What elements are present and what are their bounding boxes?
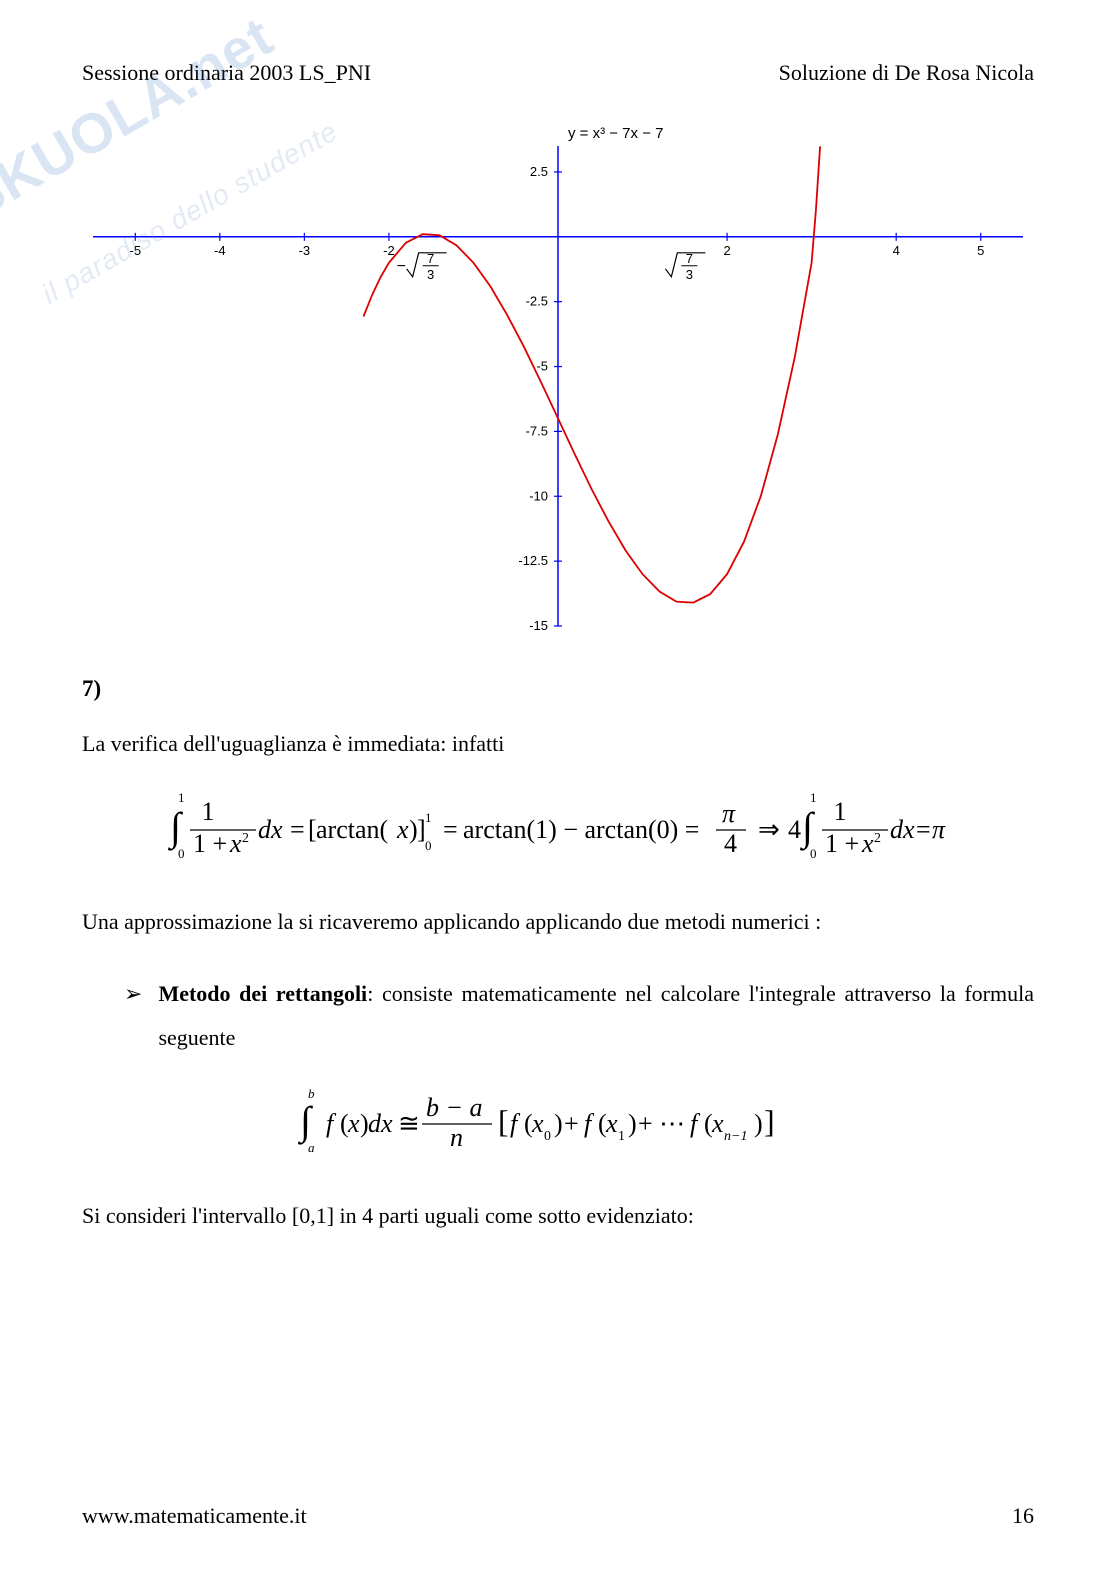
header-right: Soluzione di De Rosa Nicola: [779, 60, 1034, 86]
svg-text:]: ]: [764, 1103, 775, 1139]
svg-text:=: =: [290, 815, 305, 844]
svg-text:+: +: [564, 1109, 579, 1138]
section-7-closing: Si consideri l'intervallo [0,1] in 4 par…: [82, 1194, 1034, 1238]
svg-text:4: 4: [893, 243, 900, 258]
svg-text:⇒: ⇒: [758, 815, 780, 844]
svg-text:2: 2: [723, 243, 730, 258]
svg-text:dx: dx: [368, 1109, 393, 1138]
page-header: Sessione ordinaria 2003 LS_PNI Soluzione…: [82, 60, 1034, 86]
svg-text:+ ⋯: + ⋯: [638, 1109, 685, 1138]
svg-text:1: 1: [202, 797, 215, 826]
integral-formula-1: 1 ∫ 0 1 1 + x 2 dx = [ arctan( x ) ] 1 0…: [82, 790, 1034, 870]
svg-text:f: f: [326, 1109, 337, 1138]
svg-text:): ): [628, 1109, 637, 1138]
svg-text:n−1: n−1: [724, 1129, 747, 1144]
bullet-bold: Metodo dei rettangoli: [158, 981, 367, 1006]
svg-text:2.5: 2.5: [530, 164, 548, 179]
svg-text:π: π: [932, 815, 946, 844]
svg-text:-3: -3: [299, 243, 311, 258]
section-7-after-formula: Una approssimazione la si ricaveremo app…: [82, 900, 1034, 944]
page-footer: www.matematicamente.it 16: [82, 1503, 1034, 1529]
svg-text:-2: -2: [383, 243, 395, 258]
svg-text:x: x: [396, 815, 409, 844]
svg-text:a: a: [308, 1140, 315, 1155]
svg-text:x: x: [347, 1109, 360, 1138]
svg-text:-7.5: -7.5: [526, 423, 548, 438]
svg-text:arctan(: arctan(: [316, 815, 388, 844]
svg-text:1: 1: [618, 1129, 625, 1144]
svg-text:7: 7: [686, 251, 693, 266]
svg-text:1: 1: [178, 790, 185, 805]
footer-site: www.matematicamente.it: [82, 1503, 307, 1529]
svg-text:y = x³ − 7x − 7: y = x³ − 7x − 7: [568, 125, 663, 142]
bullet-text: Metodo dei rettangoli: consiste matemati…: [158, 972, 1034, 1060]
svg-text:x: x: [605, 1109, 618, 1138]
svg-text:-2.5: -2.5: [526, 294, 548, 309]
svg-text:0: 0: [178, 846, 185, 861]
svg-text:dx: dx: [258, 815, 283, 844]
svg-text:5: 5: [977, 243, 984, 258]
svg-text:π: π: [722, 799, 736, 828]
svg-text:∫: ∫: [168, 804, 184, 851]
svg-text:n: n: [450, 1123, 463, 1152]
rectangle-formula: b ∫ a f ( x ) dx ≅ b − a n [ f ( x 0 ) +: [82, 1084, 1034, 1164]
svg-text:): ): [754, 1109, 763, 1138]
svg-text:x: x: [711, 1109, 724, 1138]
svg-text:=: =: [916, 815, 931, 844]
section-7-heading: 7): [82, 676, 1034, 702]
formula-svg-1: 1 ∫ 0 1 1 + x 2 dx = [ arctan( x ) ] 1 0…: [168, 790, 948, 870]
svg-text:-10: -10: [529, 488, 548, 503]
svg-text:1 +: 1 +: [825, 829, 859, 858]
bullet-rectangle-method: ➢ Metodo dei rettangoli: consiste matema…: [124, 972, 1034, 1060]
svg-text:1: 1: [810, 790, 817, 805]
graph-container: -5-4-3-22452.5-2.5-5-7.5-10-12.5-15−7373…: [82, 116, 1034, 636]
cubic-function-graph: -5-4-3-22452.5-2.5-5-7.5-10-12.5-15−7373…: [83, 116, 1033, 636]
svg-text:≅: ≅: [398, 1109, 420, 1138]
svg-text:f: f: [690, 1109, 701, 1138]
svg-text:f: f: [584, 1109, 595, 1138]
svg-text:dx: dx: [890, 815, 915, 844]
svg-text:3: 3: [686, 267, 693, 282]
svg-text:0: 0: [425, 838, 432, 853]
svg-text:=: =: [443, 815, 458, 844]
svg-text:[: [: [498, 1103, 509, 1139]
svg-text:-5: -5: [129, 243, 141, 258]
svg-text:4: 4: [788, 815, 801, 844]
svg-text:-5: -5: [536, 359, 548, 374]
svg-text:0: 0: [810, 846, 817, 861]
svg-text:7: 7: [427, 251, 434, 266]
section-7-intro: La verifica dell'uguaglianza è immediata…: [82, 722, 1034, 766]
bullet-glyph-icon: ➢: [124, 972, 142, 1060]
svg-text:-15: -15: [529, 618, 548, 633]
page: SKUOLA.net il paradiso dello studente Se…: [0, 0, 1116, 1579]
svg-text:4: 4: [724, 829, 737, 858]
svg-text:x: x: [229, 829, 242, 858]
header-left: Sessione ordinaria 2003 LS_PNI: [82, 60, 371, 86]
svg-text:1 +: 1 +: [193, 829, 227, 858]
svg-text:1: 1: [425, 810, 432, 825]
svg-text:x: x: [861, 829, 874, 858]
svg-text:x: x: [531, 1109, 544, 1138]
svg-text:1: 1: [834, 797, 847, 826]
svg-text:2: 2: [874, 831, 881, 846]
svg-text:-12.5: -12.5: [518, 553, 548, 568]
svg-text:0: 0: [544, 1129, 551, 1144]
svg-text:−: −: [397, 258, 406, 275]
svg-text:arctan(1) − arctan(0) =: arctan(1) − arctan(0) =: [463, 815, 699, 844]
formula-svg-2: b ∫ a f ( x ) dx ≅ b − a n [ f ( x 0 ) +: [298, 1084, 818, 1164]
svg-text:3: 3: [427, 267, 434, 282]
svg-text:2: 2: [242, 831, 249, 846]
svg-text:f: f: [510, 1109, 521, 1138]
svg-text:∫: ∫: [298, 1098, 314, 1145]
svg-text:): ): [554, 1109, 563, 1138]
svg-text:-4: -4: [214, 243, 226, 258]
svg-text:∫: ∫: [799, 804, 816, 851]
page-number: 16: [1012, 1503, 1034, 1529]
svg-text:b − a: b − a: [426, 1093, 483, 1122]
